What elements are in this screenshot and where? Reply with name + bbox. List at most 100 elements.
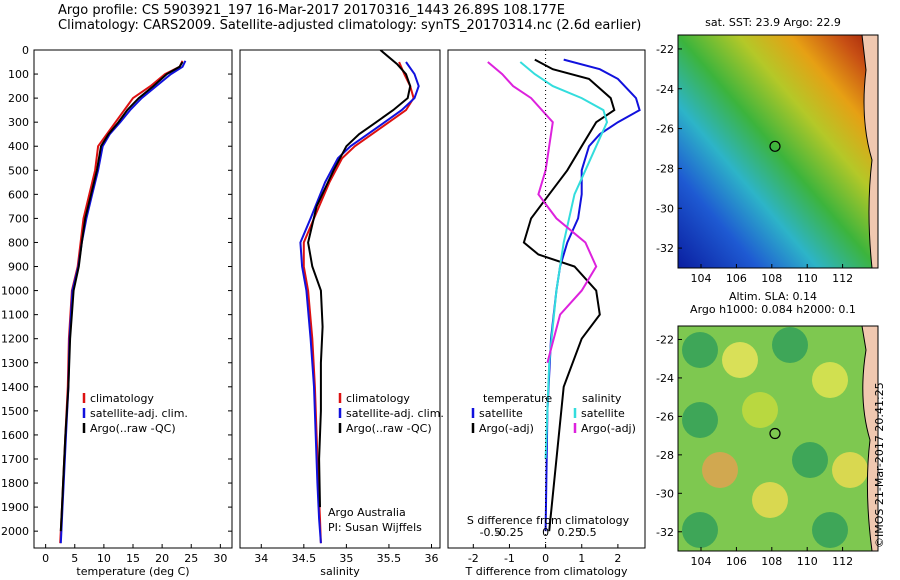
sla-blob: [792, 442, 828, 478]
x-tick-label: 110: [797, 555, 818, 568]
y-tick-label: 1100: [1, 309, 29, 322]
sla-map-panel: -22 -24 -26 -28 -30 -32 104 106 108 110 112 Altim. …: [656, 290, 879, 568]
series-line-s-satellite: [519, 61, 609, 460]
x-tick-label: 34: [254, 552, 268, 565]
x-tick-label: 0: [542, 552, 549, 565]
x-tick-label: 36: [424, 552, 438, 565]
x-tick-label: 5: [71, 552, 78, 565]
legend-entry: satellite-adj. clim.: [90, 407, 188, 420]
y-tick-label: -22: [656, 43, 674, 56]
sla-blob: [742, 392, 778, 428]
x-tick-label: 10: [97, 552, 111, 565]
legend-entry: Argo(-adj): [479, 422, 534, 435]
x-tick-label: 15: [126, 552, 140, 565]
salinity-profile-panel: 34 34.5 35 35.5 36 salinity climatology satelli…: [239, 49, 444, 578]
series-line-satellite-adj-clim-: [299, 61, 420, 544]
sst-field: [678, 35, 878, 268]
x-axis-label: salinity: [320, 565, 360, 578]
y-tick-label: -22: [656, 333, 674, 346]
sla-blob: [812, 362, 848, 398]
legend-entry: satellite-adj. clim.: [346, 407, 444, 420]
credit-stamp: ©IMOS 21-Mar-2017 20:41:25: [873, 382, 886, 548]
legend-title-temperature: temperature: [483, 392, 552, 405]
x-tick-label: 104: [691, 555, 712, 568]
y-tick-label: 700: [8, 212, 29, 225]
y-tick-label: 900: [8, 261, 29, 274]
y-tick-label: 1500: [1, 405, 29, 418]
y-tick-label: 0: [22, 44, 29, 57]
y-tick-label: -24: [656, 83, 674, 96]
x-tick-label: 106: [726, 555, 747, 568]
annotation-argo-australia: Argo Australia: [328, 506, 406, 519]
sst-map-panel: -22 -24 -26 -28 -30 -32 104 106 108 110 112 sat. SS…: [656, 16, 879, 285]
argo-position-marker: [769, 427, 781, 440]
x-tick-label: 106: [726, 272, 747, 285]
sst-map-frame: [677, 34, 879, 269]
y-tick-label: 1400: [1, 381, 29, 394]
legend-entry: Argo(..raw -QC): [346, 422, 432, 435]
y-tick-label: 1900: [1, 501, 29, 514]
x-tick-label: 25: [184, 552, 198, 565]
s-axis-label: S difference from climatology: [467, 514, 630, 527]
y-tick-label: 2000: [1, 525, 29, 538]
sla-blob: [702, 452, 738, 488]
y-tick-label: 600: [8, 188, 29, 201]
temperature-profile-frame: [33, 49, 233, 549]
argo-position-marker: [769, 140, 781, 152]
legend-entry: Argo(..raw -QC): [90, 422, 176, 435]
y-tick-label: 1200: [1, 333, 29, 346]
y-tick-label: 200: [8, 92, 29, 105]
sla-map-frame: [677, 325, 879, 552]
s-tick-label: -0.5: [480, 526, 501, 539]
coastline-land: [861, 35, 878, 268]
y-tick-label: -30: [656, 487, 674, 500]
sla-blob: [682, 512, 718, 548]
map-title: Altim. SLA: 0.14: [729, 290, 817, 303]
x-tick-label: 34.5: [292, 552, 317, 565]
temperature-profile-panel: 0100200300400500600700800900100011001200…: [1, 44, 233, 578]
legend-entry: satellite: [581, 407, 625, 420]
x-tick-label: 112: [832, 272, 853, 285]
sla-blob: [722, 342, 758, 378]
legend-entry: climatology: [346, 392, 410, 405]
x-tick-label: 35.5: [377, 552, 402, 565]
y-tick-label: -32: [656, 526, 674, 539]
annotation-pi: PI: Susan Wijffels: [328, 521, 422, 534]
x-tick-label: 20: [155, 552, 169, 565]
sla-blob: [772, 327, 808, 363]
legend-entry: satellite: [479, 407, 523, 420]
y-tick-label: 1000: [1, 285, 29, 298]
y-tick-label: -28: [656, 162, 674, 175]
y-tick-label: 1800: [1, 477, 29, 490]
x-tick-label: 110: [797, 272, 818, 285]
x-tick-label: 30: [213, 552, 227, 565]
y-tick-label: 500: [8, 164, 29, 177]
x-tick-label: 2: [614, 552, 621, 565]
sla-blob: [682, 402, 718, 438]
x-axis-label: T difference from climatology: [465, 565, 628, 578]
s-tick-label: -0.25: [495, 526, 523, 539]
figure-title-line1: Argo profile: CS 5903921_197 16-Mar-2017…: [58, 3, 566, 18]
series-line-argo-raw-qc-: [307, 50, 412, 508]
y-tick-label: 800: [8, 236, 29, 249]
map-title: sat. SST: 23.9 Argo: 22.9: [705, 16, 841, 29]
sla-blob: [752, 482, 788, 518]
series-line-argo-raw-qc-: [59, 61, 184, 532]
y-tick-label: 1300: [1, 357, 29, 370]
y-tick-label: -24: [656, 372, 674, 385]
x-tick-label: 0: [42, 552, 49, 565]
y-tick-label: 1600: [1, 429, 29, 442]
y-tick-label: 1700: [1, 453, 29, 466]
s-tick-label: 0.25: [557, 526, 582, 539]
x-tick-label: 112: [832, 555, 853, 568]
x-tick-label: -2: [468, 552, 479, 565]
difference-profile-panel: -2 -1 0 1 2T difference from climatology -0.5…: [447, 49, 646, 578]
legend-title-salinity: salinity: [582, 392, 622, 405]
y-tick-label: 100: [8, 68, 29, 81]
y-tick-label: 400: [8, 140, 29, 153]
x-tick-label: 1: [578, 552, 585, 565]
x-tick-label: -1: [504, 552, 515, 565]
coastline-land: [861, 326, 878, 551]
legend-entry: climatology: [90, 392, 154, 405]
